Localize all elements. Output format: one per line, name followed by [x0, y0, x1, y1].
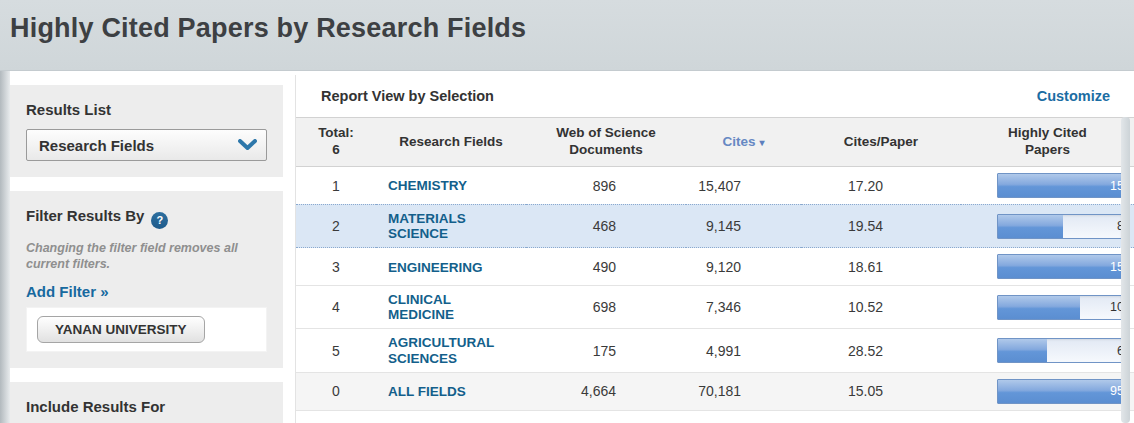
highly-cited-cell: 8 — [961, 204, 1134, 248]
documents-cell: 490 — [526, 248, 686, 286]
column-header-highly-cited-papers[interactable]: Highly Cited Papers — [961, 117, 1134, 167]
results-list-selected-value: Research Fields — [39, 137, 154, 154]
report-header: Report View by Selection Customize — [296, 75, 1134, 117]
highly-cited-cell: 15 — [961, 248, 1134, 286]
cites-per-paper-cell: 18.61 — [801, 248, 961, 286]
report-view-title: Report View by Selection — [321, 88, 494, 104]
cites-per-paper-cell: 28.52 — [801, 329, 961, 372]
rank-cell: 5 — [296, 329, 376, 372]
table-row: 3 ENGINEERING 490 9,120 18.61 15 — [296, 248, 1134, 286]
highly-cited-bar: 15 — [997, 173, 1122, 198]
field-link[interactable]: AGRICULTURAL SCIENCES — [388, 335, 500, 365]
highly-cited-bar: 8 — [997, 214, 1122, 239]
cites-per-paper-cell: 15.05 — [801, 373, 961, 411]
cites-cell: 4,991 — [686, 329, 801, 372]
bar-fill — [998, 339, 1047, 362]
highly-cited-bar: 95 — [997, 379, 1122, 404]
help-icon[interactable]: ? — [151, 212, 168, 229]
results-list-dropdown[interactable]: Research Fields — [26, 129, 267, 161]
rank-cell: 1 — [296, 167, 376, 204]
results-list-heading: Results List — [26, 101, 267, 118]
cites-cell: 15,407 — [686, 167, 801, 204]
report-area: Report View by Selection Customize Total… — [295, 75, 1134, 423]
sort-descending-icon: ▾ — [759, 137, 764, 148]
highly-cited-bar: 10 — [997, 295, 1122, 320]
cites-cell: 9,120 — [686, 248, 801, 286]
add-filter-link[interactable]: Add Filter » — [26, 283, 109, 300]
bar-fill — [998, 215, 1063, 238]
filter-heading: Filter Results By — [26, 207, 144, 224]
field-link[interactable]: ALL FIELDS — [388, 384, 466, 399]
cites-cell: 70,181 — [686, 373, 801, 411]
highly-cited-bar: 6 — [997, 338, 1122, 363]
field-link[interactable]: ENGINEERING — [388, 260, 483, 275]
filter-panel: Filter Results By? Changing the filter f… — [10, 191, 283, 368]
table-row: 0 ALL FIELDS 4,664 70,181 15.05 95 — [296, 373, 1134, 411]
chevron-down-icon — [238, 139, 257, 152]
rank-cell: 4 — [296, 286, 376, 329]
field-link[interactable]: CLINICAL MEDICINE — [388, 292, 500, 322]
rank-cell: 0 — [296, 373, 376, 411]
column-header-cites-per-paper[interactable]: Cites/Paper — [801, 117, 961, 167]
highly-cited-cell: 6 — [961, 329, 1134, 372]
active-filter-box: YANAN UNIVERSITY — [26, 307, 267, 352]
cites-per-paper-cell: 17.20 — [801, 167, 961, 204]
sidebar: Results List Research Fields Filter Resu… — [10, 85, 283, 423]
results-table: Total: 6 Research Fields Web of Science … — [296, 117, 1134, 411]
right-edge-panel — [1121, 117, 1130, 423]
bar-fill — [998, 255, 1121, 278]
documents-cell: 698 — [526, 286, 686, 329]
documents-cell: 4,664 — [526, 373, 686, 411]
table-row: 1 CHEMISTRY 896 15,407 17.20 15 — [296, 167, 1134, 204]
table-header-row: Total: 6 Research Fields Web of Science … — [296, 117, 1134, 167]
highly-cited-bar: 15 — [997, 254, 1122, 279]
results-list-panel: Results List Research Fields — [10, 85, 283, 177]
active-filter-chip[interactable]: YANAN UNIVERSITY — [37, 316, 205, 343]
cites-cell: 7,346 — [686, 286, 801, 329]
documents-cell: 896 — [526, 167, 686, 204]
cites-per-paper-cell: 19.54 — [801, 204, 961, 248]
field-link[interactable]: MATERIALS SCIENCE — [388, 211, 500, 241]
filter-note: Changing the filter field removes all cu… — [26, 240, 267, 274]
highly-cited-cell: 95 — [961, 373, 1134, 411]
include-results-panel: Include Results For Highly Cited Papers — [10, 382, 283, 423]
include-results-heading: Include Results For — [26, 398, 267, 415]
rank-cell: 3 — [296, 248, 376, 286]
bar-fill — [998, 296, 1080, 319]
table-row: 2 MATERIALS SCIENCE 468 9,145 19.54 8 — [296, 204, 1134, 248]
field-link[interactable]: CHEMISTRY — [388, 178, 467, 193]
customize-link[interactable]: Customize — [1037, 88, 1110, 104]
table-row: 4 CLINICAL MEDICINE 698 7,346 10.52 10 — [296, 286, 1134, 329]
column-header-cites-sorted[interactable]: Cites▾ — [686, 117, 801, 167]
documents-cell: 468 — [526, 204, 686, 248]
cites-cell: 9,145 — [686, 204, 801, 248]
documents-cell: 175 — [526, 329, 686, 372]
highly-cited-cell: 10 — [961, 286, 1134, 329]
cites-per-paper-cell: 10.52 — [801, 286, 961, 329]
page-title: Highly Cited Papers by Research Fields — [0, 0, 1134, 44]
column-header-research-fields[interactable]: Research Fields — [376, 117, 526, 167]
left-edge-gradient — [0, 71, 10, 423]
rank-cell: 2 — [296, 204, 376, 248]
highly-cited-cell: 15 — [961, 167, 1134, 204]
bar-fill — [998, 380, 1121, 403]
column-header-total: Total: 6 — [296, 117, 376, 167]
page-header: Highly Cited Papers by Research Fields — [0, 0, 1134, 71]
column-header-wos-documents[interactable]: Web of Science Documents — [526, 117, 686, 167]
bar-fill — [998, 174, 1121, 197]
table-row: 5 AGRICULTURAL SCIENCES 175 4,991 28.52 … — [296, 329, 1134, 372]
